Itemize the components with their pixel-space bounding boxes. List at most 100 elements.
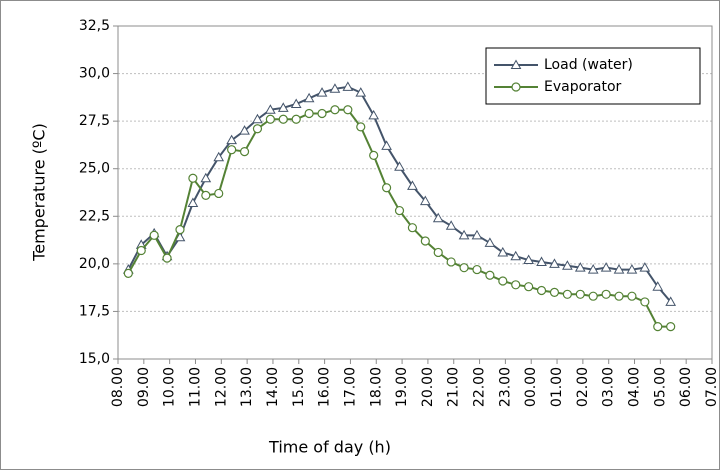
legend-label: Evaporator bbox=[544, 79, 622, 95]
point bbox=[587, 264, 599, 274]
point bbox=[277, 102, 289, 112]
point bbox=[653, 322, 663, 332]
y-axis-label: Temperature (ºC) bbox=[30, 123, 49, 262]
point bbox=[239, 146, 250, 157]
point bbox=[562, 289, 572, 299]
point bbox=[342, 81, 354, 91]
point bbox=[600, 262, 612, 272]
x-tick-label: 22.00 bbox=[472, 367, 488, 407]
point bbox=[291, 114, 301, 124]
point bbox=[497, 246, 509, 257]
point bbox=[549, 287, 560, 297]
point bbox=[369, 150, 379, 160]
x-tick-label: 04.00 bbox=[627, 367, 643, 407]
x-tick-label: 13.00 bbox=[239, 367, 255, 407]
point bbox=[304, 108, 314, 119]
y-tick-label: 15,0 bbox=[79, 351, 110, 367]
x-tick-label: 00.00 bbox=[523, 367, 539, 407]
x-tick-label: 06.00 bbox=[678, 367, 694, 407]
point bbox=[614, 291, 624, 301]
point bbox=[639, 262, 651, 272]
point bbox=[433, 247, 443, 258]
y-tick-label: 25,0 bbox=[79, 161, 110, 177]
point bbox=[123, 268, 133, 278]
point bbox=[549, 258, 560, 268]
x-tick-label: 17.00 bbox=[342, 367, 358, 407]
x-tick-label: 08.00 bbox=[110, 367, 126, 407]
x-tick-label: 05.00 bbox=[652, 367, 668, 407]
point bbox=[394, 205, 405, 216]
point bbox=[458, 229, 470, 240]
point bbox=[666, 322, 676, 332]
point bbox=[201, 190, 211, 200]
x-tick-label: 10.00 bbox=[162, 367, 178, 407]
point bbox=[471, 229, 483, 240]
point bbox=[665, 296, 677, 306]
x-tick-label: 02.00 bbox=[575, 367, 591, 407]
x-tick-label: 12.00 bbox=[213, 367, 229, 407]
legend-box bbox=[485, 47, 701, 105]
y-tick-label: 22,5 bbox=[79, 208, 110, 224]
point bbox=[394, 161, 405, 171]
point bbox=[446, 257, 456, 267]
point bbox=[524, 282, 534, 292]
point bbox=[407, 223, 418, 233]
point bbox=[316, 87, 328, 97]
point bbox=[627, 291, 637, 301]
point bbox=[214, 188, 224, 199]
point bbox=[278, 114, 288, 124]
point bbox=[290, 98, 302, 109]
x-tick-label: 19.00 bbox=[394, 367, 410, 407]
x-tick-label: 23.00 bbox=[497, 367, 513, 407]
plot-area bbox=[117, 25, 713, 360]
point bbox=[445, 220, 457, 230]
point bbox=[149, 230, 159, 240]
point bbox=[226, 134, 237, 145]
point bbox=[459, 263, 469, 273]
point bbox=[420, 236, 430, 246]
point bbox=[484, 237, 496, 247]
point bbox=[343, 105, 353, 115]
point bbox=[511, 82, 521, 92]
point bbox=[188, 173, 198, 183]
point bbox=[536, 285, 547, 296]
x-tick-label: 15.00 bbox=[291, 367, 307, 407]
point bbox=[498, 276, 508, 286]
point bbox=[136, 245, 146, 256]
point bbox=[652, 281, 664, 291]
point bbox=[329, 83, 341, 93]
x-tick-label: 14.00 bbox=[265, 367, 281, 407]
x-tick-label: 03.00 bbox=[601, 367, 617, 407]
point bbox=[536, 256, 547, 266]
point bbox=[381, 140, 392, 150]
point bbox=[407, 180, 418, 190]
y-tick-label: 30,0 bbox=[79, 66, 110, 82]
x-tick-label: 11.00 bbox=[187, 367, 203, 407]
point bbox=[317, 108, 327, 119]
point bbox=[303, 92, 315, 103]
point bbox=[200, 172, 212, 183]
x-tick-label: 18.00 bbox=[368, 367, 384, 407]
point bbox=[640, 297, 650, 307]
point bbox=[574, 262, 586, 272]
point bbox=[432, 212, 444, 223]
x-tick-label: 09.00 bbox=[136, 367, 152, 407]
point bbox=[575, 289, 585, 299]
y-tick-label: 17,5 bbox=[79, 303, 110, 319]
point bbox=[613, 264, 625, 274]
y-tick-label: 27,5 bbox=[79, 113, 110, 129]
point bbox=[562, 260, 573, 270]
point bbox=[355, 87, 367, 97]
x-tick-label: 16.00 bbox=[317, 367, 333, 407]
point bbox=[356, 122, 366, 132]
point bbox=[472, 264, 482, 275]
point bbox=[626, 264, 638, 274]
point bbox=[239, 125, 250, 135]
point bbox=[510, 59, 522, 69]
point bbox=[368, 109, 380, 120]
point bbox=[252, 124, 263, 134]
point bbox=[419, 195, 431, 206]
y-tick-label: 32,5 bbox=[79, 18, 110, 34]
